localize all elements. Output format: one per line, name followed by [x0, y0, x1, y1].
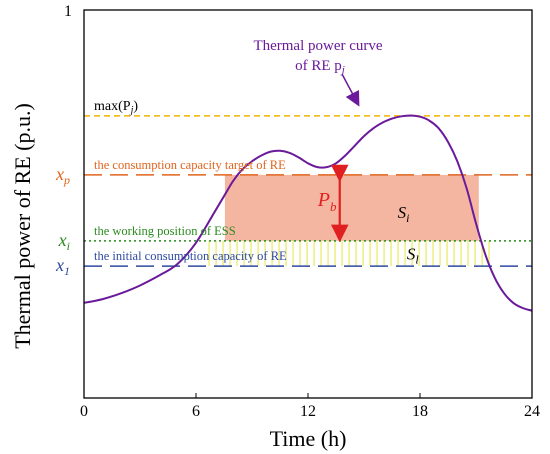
- refline-label-x1: the initial consumption capacity of RE: [94, 249, 287, 263]
- refline-label-xp: the consumption capacity target of RE: [94, 158, 286, 172]
- x-tick-label-6: 6: [192, 403, 200, 420]
- x-tick-label-0: 0: [80, 403, 88, 420]
- y-tick-label-1: 1: [64, 3, 72, 20]
- axis-marker-xp: xp: [55, 164, 70, 187]
- x-tick-label-24: 24: [524, 403, 540, 420]
- refline-label-xi: the working position of ESS: [94, 224, 236, 238]
- axis-marker-xi: xi: [58, 230, 70, 253]
- curve-callout-arrow: [341, 73, 360, 107]
- thermal-power-curve: [83, 114, 533, 312]
- refline-label-max: max(Pj): [94, 99, 138, 116]
- pb-label: Pb: [317, 189, 337, 214]
- region-si: [224, 174, 479, 241]
- x-tick-label-18: 18: [412, 403, 428, 420]
- region-label-si: Si: [398, 203, 410, 225]
- curve-label-line1: Thermal power curve: [253, 38, 382, 54]
- curve-label-sub: j: [340, 64, 345, 76]
- curve-label-text: of RE p: [295, 58, 342, 74]
- x-axis-label: Time (h): [270, 426, 347, 451]
- y-axis-label: Thermal power of RE (p.u.): [10, 103, 35, 349]
- curve-label-line2: of RE pj: [295, 58, 345, 76]
- axis-marker-x1: x1: [55, 255, 70, 278]
- x-tick-label-12: 12: [300, 403, 316, 420]
- region-label-sl: Sl: [407, 244, 420, 266]
- region-sl: [208, 240, 490, 267]
